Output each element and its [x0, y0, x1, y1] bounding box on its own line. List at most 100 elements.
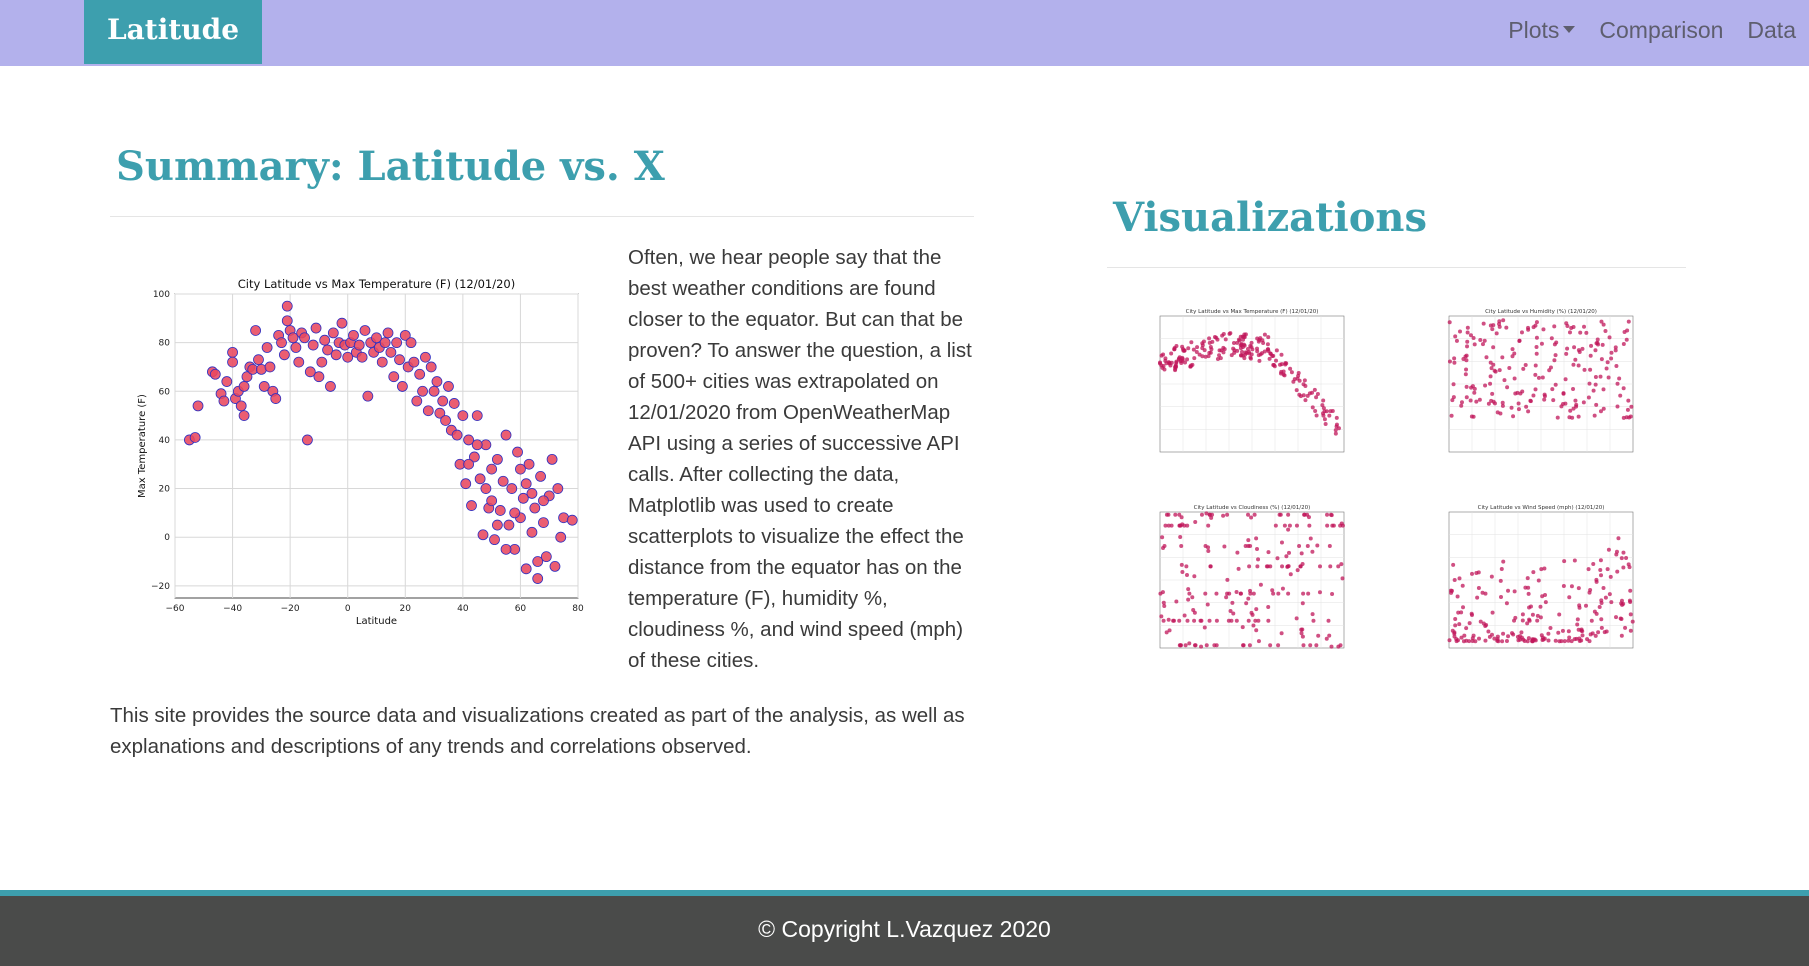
thumbnail-point — [1194, 350, 1199, 355]
thumbnail-point — [1248, 544, 1253, 548]
thumbnail-point — [1242, 343, 1247, 348]
thumbnail-point — [1451, 382, 1456, 387]
thumbnail-point — [1258, 582, 1263, 587]
x-axis-label: Latitude — [356, 616, 397, 627]
thumbnail-point — [1618, 616, 1623, 621]
thumbnail-point — [1336, 564, 1341, 569]
nav-data-link[interactable]: Data — [1747, 16, 1796, 43]
thumbnail-point — [1561, 391, 1566, 396]
thumbnail-point — [1187, 591, 1192, 596]
data-point — [471, 410, 483, 422]
chart-title: City Latitude vs Max Temperature (F) (12… — [238, 277, 515, 291]
thumbnail-point — [1249, 610, 1254, 615]
thumbnail-point — [1180, 522, 1185, 527]
thumbnail-point — [1163, 523, 1168, 528]
data-point — [353, 339, 365, 351]
thumbnail-point — [1240, 625, 1245, 630]
thumbnail-point — [1597, 605, 1602, 610]
thumbnail-point — [1591, 561, 1596, 566]
thumbnail-point — [1234, 618, 1239, 623]
data-point — [555, 531, 567, 543]
data-point — [443, 381, 454, 392]
thumbnail-point — [1240, 349, 1245, 354]
thumbnail-point — [1326, 618, 1331, 623]
thumbnail-point — [1166, 523, 1171, 528]
thumbnail-point — [1168, 363, 1173, 368]
thumbnail-point — [1614, 549, 1619, 554]
thumbnail-point — [1506, 588, 1511, 593]
thumbnail-point — [1325, 512, 1330, 517]
thumbnail-point — [1576, 363, 1581, 368]
thumbnail-point — [1538, 615, 1543, 620]
data-point — [281, 300, 293, 312]
thumbnail-point — [1492, 368, 1497, 373]
thumbnail-point — [1599, 573, 1604, 578]
thumbnail-point — [1224, 595, 1229, 600]
data-point — [238, 381, 250, 392]
thumbnail-point — [1192, 356, 1197, 361]
data-point — [506, 483, 518, 494]
thumbnail-point — [1242, 356, 1247, 361]
thumbnail-point — [1489, 574, 1494, 579]
humidity-plot-thumbnail[interactable]: City Latitude vs Humidity (%) (12/01/20) — [1435, 306, 1640, 466]
thumbnail-point — [1186, 346, 1191, 351]
thumbnail-point — [1536, 578, 1541, 583]
data-point — [276, 337, 287, 349]
thumbnail-point — [1520, 389, 1525, 394]
thumbnail-point — [1534, 335, 1539, 340]
thumbnail-point — [1256, 557, 1261, 562]
thumbnail-point — [1519, 330, 1524, 335]
thumbnail-point — [1266, 335, 1271, 340]
wind-speed-plot-thumbnail[interactable]: City Latitude vs Wind Speed (mph) (12/01… — [1435, 502, 1640, 662]
thumbnail-point — [1340, 576, 1345, 581]
thumbnail-point — [1482, 338, 1487, 343]
thumbnail-point — [1320, 403, 1325, 408]
thumbnail-point — [1576, 586, 1581, 591]
x-tick-label: 40 — [457, 604, 469, 614]
thumbnail-point — [1327, 544, 1332, 548]
thumbnail-point — [1163, 358, 1168, 363]
thumbnail-point — [1255, 336, 1260, 341]
thumbnail-point — [1464, 367, 1469, 372]
thumbnail-point — [1329, 644, 1334, 649]
thumbnail-point — [1323, 421, 1328, 426]
thumbnail-point — [1591, 388, 1596, 393]
thumbnail-point — [1334, 422, 1339, 427]
temperature-plot-thumbnail[interactable]: City Latitude vs Max Temperature (F) (12… — [1146, 306, 1351, 466]
brand-logo-link[interactable]: Latitude — [84, 0, 262, 64]
thumbnail-point — [1573, 357, 1578, 362]
data-point — [523, 458, 535, 470]
thumbnail-point — [1254, 607, 1259, 612]
thumbnail-point — [1526, 585, 1531, 590]
nav-plots-dropdown[interactable]: Plots — [1508, 17, 1576, 44]
thumbnail-point — [1308, 536, 1313, 541]
nav-comparison-link[interactable]: Comparison — [1599, 16, 1724, 43]
thumbnail-point — [1199, 512, 1204, 517]
data-point — [520, 478, 532, 490]
thumbnail-point — [1624, 555, 1629, 560]
thumbnail-point — [1302, 378, 1307, 383]
data-point — [546, 453, 558, 465]
thumbnail-point — [1572, 345, 1577, 350]
thumbnail-point — [1329, 512, 1334, 517]
cloudiness-plot-thumbnail[interactable]: City Latitude vs Cloudiness (%) (12/01/2… — [1146, 502, 1351, 662]
thumbnail-point — [1501, 559, 1506, 564]
thumbnail-point — [1314, 643, 1319, 648]
thumbnail-point — [1192, 610, 1197, 615]
thumbnail-point — [1231, 341, 1236, 346]
data-point — [526, 488, 538, 499]
thumbnail-point — [1286, 527, 1291, 532]
thumbnail-point — [1161, 352, 1166, 357]
data-point — [532, 556, 544, 567]
thumbnail-point — [1614, 615, 1619, 620]
thumbnail-point — [1556, 630, 1561, 635]
thumbnail-point — [1227, 331, 1232, 336]
data-point — [460, 478, 472, 490]
thumbnail-point — [1314, 413, 1319, 418]
thumbnail-point — [1601, 586, 1606, 591]
thumbnail-point — [1457, 576, 1462, 581]
data-point — [359, 325, 371, 336]
thumbnail-point — [1266, 605, 1271, 610]
data-point — [397, 381, 408, 392]
thumbnail-point — [1526, 591, 1531, 596]
